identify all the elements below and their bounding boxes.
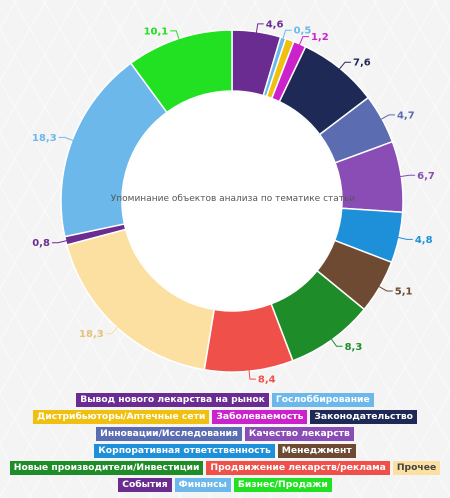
slice-leader-4 <box>338 61 352 71</box>
slice-label-7: 4,8 <box>415 235 433 246</box>
legend-item: Финансы <box>174 478 231 492</box>
donut-chart: 4,6 0,51,2 7,6 4,7 6,7 4,8 5,1 8,3 8,4 18,3 0,8 18,… <box>32 19 435 386</box>
slice-leader-9 <box>330 337 343 347</box>
legend-row: Инновации/Исследования Качество лекарств <box>0 427 450 441</box>
slice-leader-11 <box>105 325 119 335</box>
slice-label-13: 18,3 <box>32 133 57 144</box>
slice-label-4: 7,6 <box>353 58 371 69</box>
legend-item: Законодательство <box>310 410 417 424</box>
slice-leader-7 <box>396 236 413 240</box>
legend-item: Прочее <box>392 461 441 475</box>
legend-row: Корпоративная ответственность Менеджмент <box>0 444 450 458</box>
legend-row: Новые производители/Инвестиции Продвижени… <box>0 461 450 475</box>
slice-leader-3 <box>298 36 309 47</box>
chart-legend: Вывод нового лекарства на рынок Гослоббир… <box>0 393 450 492</box>
slice-leader-14 <box>170 30 180 41</box>
legend-row: Вывод нового лекарства на рынок Гослоббир… <box>0 393 450 407</box>
legend-item: Дистрибьюторы/Аптечные сети <box>33 410 210 424</box>
slice-14 <box>129 29 233 114</box>
legend-item: Вывод нового лекарства на рынок <box>76 393 269 407</box>
legend-item: События <box>118 478 172 492</box>
slice-leader-6 <box>399 174 416 178</box>
legend-item: Продвижение лекарств/реклама <box>206 461 390 475</box>
chart-title: Упоминание объектов анализа по тематике … <box>110 194 356 204</box>
slice-label-8: 5,1 <box>395 286 413 297</box>
legend-item: Гослоббирование <box>271 393 374 407</box>
legend-item: Новые производители/Инвестиции <box>9 461 204 475</box>
slice-label-11: 18,3 <box>79 329 104 340</box>
slice-leader-10 <box>248 369 256 380</box>
slice-label-1: 0,5 <box>294 26 312 37</box>
slice-label-6: 6,7 <box>417 171 435 182</box>
slice-label-14: 10,1 <box>144 26 169 37</box>
slice-leader-1 <box>282 29 292 40</box>
legend-item: Заболеваемость <box>212 410 308 424</box>
slice-label-9: 8,3 <box>345 342 363 353</box>
legend-item: Корпоративная ответственность <box>94 444 275 458</box>
slice-label-12: 0,8 <box>32 238 50 249</box>
legend-item: Менеджмент <box>277 444 356 458</box>
slice-leader-0 <box>255 23 264 34</box>
slice-label-3: 1,2 <box>311 32 329 43</box>
slice-leader-5 <box>379 114 395 121</box>
legend-row: Дистрибьюторы/Аптечные сети Заболеваемост… <box>0 410 450 424</box>
slice-label-0: 4,6 <box>266 19 284 30</box>
legend-item: Бизнес/Продажи <box>233 478 332 492</box>
legend-item: Инновации/Исследования <box>96 427 242 441</box>
slice-label-5: 4,7 <box>397 110 415 121</box>
slice-leader-12 <box>51 239 68 244</box>
donut-hole <box>123 92 341 310</box>
slice-label-10: 8,4 <box>258 375 276 386</box>
slice-leader-8 <box>377 285 393 292</box>
legend-row: События Финансы Бизнес/Продажи <box>0 478 450 492</box>
legend-item: Качество лекарств <box>244 427 354 441</box>
slice-leader-13 <box>58 136 75 142</box>
